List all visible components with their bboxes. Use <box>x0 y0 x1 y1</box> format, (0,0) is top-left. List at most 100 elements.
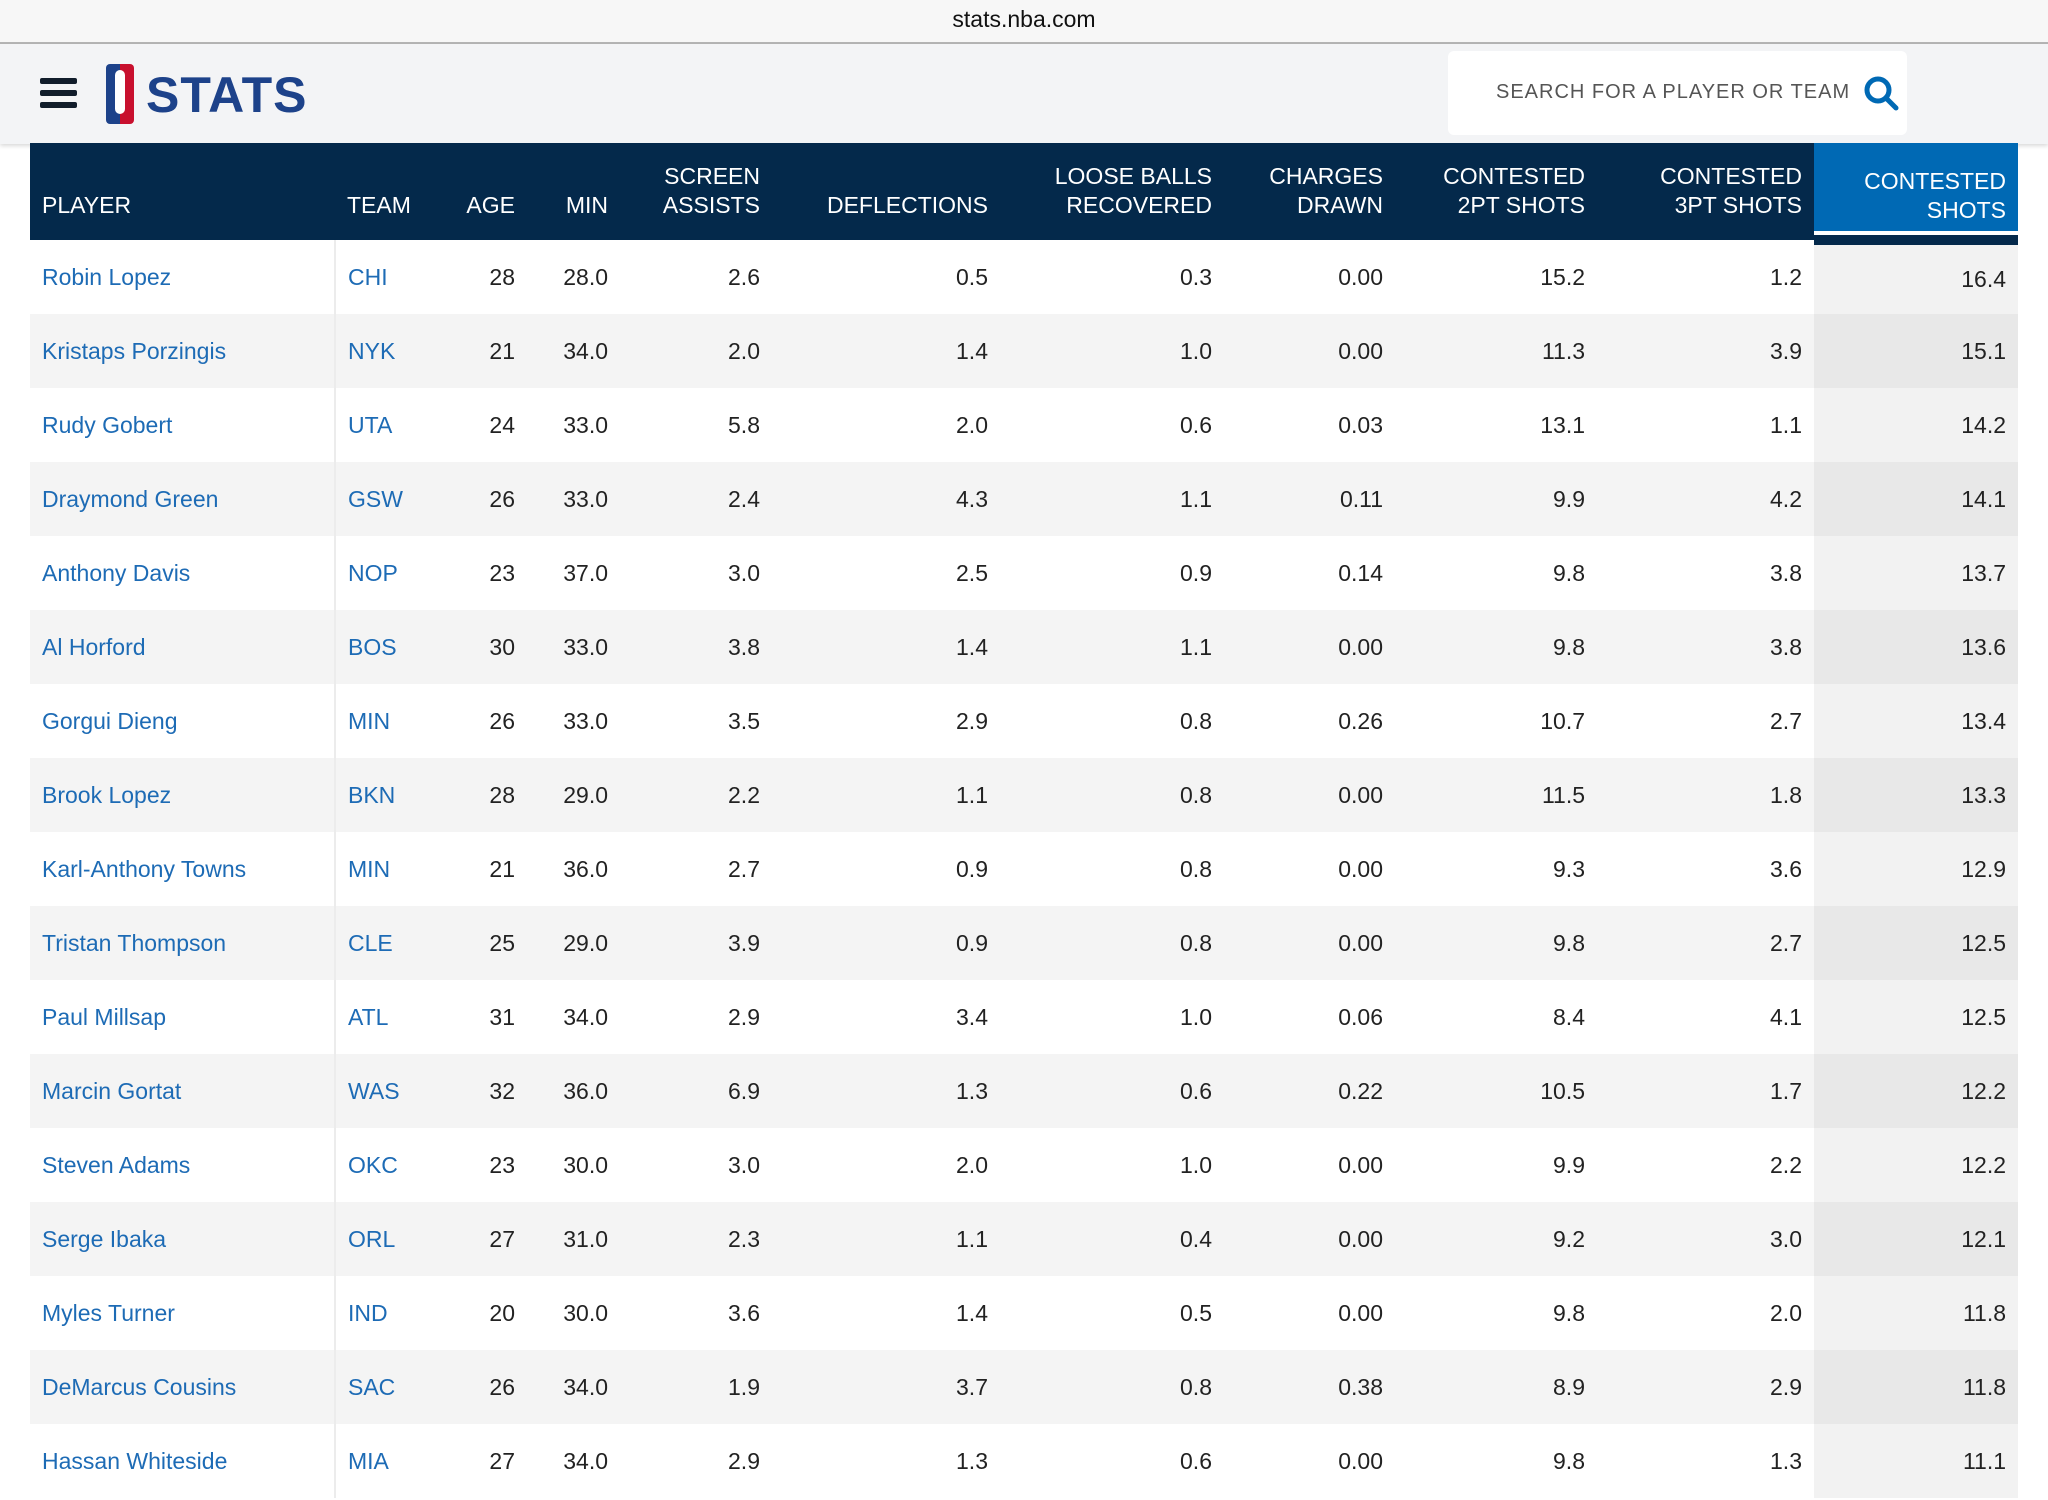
cell-deflections: 1.4 <box>956 1299 988 1326</box>
cell-deflections: 0.5 <box>956 263 988 290</box>
cell-age: 31 <box>489 1003 515 1030</box>
player-link[interactable]: Myles Turner <box>30 1276 336 1350</box>
cell-contested-shots: 12.2 <box>1814 1128 2018 1202</box>
url-text: stats.nba.com <box>952 6 1096 32</box>
column-header-charges-drawn[interactable]: CHARGES DRAWN <box>1224 143 1395 240</box>
cell-loose-balls-recovered: 1.1 <box>1000 462 1224 536</box>
cell-age: 30 <box>435 610 527 684</box>
player-link[interactable]: Hassan Whiteside <box>30 1424 336 1498</box>
cell-contested-2pt-shots: 9.8 <box>1395 610 1597 684</box>
nba-logo-icon[interactable] <box>106 64 134 124</box>
column-header-team[interactable]: TEAM <box>335 143 435 240</box>
team-link[interactable]: NYK <box>335 314 435 388</box>
column-header-player[interactable]: PLAYER <box>30 143 335 240</box>
team-link[interactable]: WAS <box>335 1054 435 1128</box>
team-link[interactable]: UTA <box>348 411 393 438</box>
column-header-contested-2pt-shots[interactable]: CONTESTED 2PT SHOTS <box>1395 143 1597 240</box>
player-link[interactable]: Karl-Anthony Towns <box>30 832 336 906</box>
table-row: Tristan Thompson CLE 25 29.0 3.9 0.9 0.8 0.00 9.… <box>30 906 2018 980</box>
team-link[interactable]: OKC <box>348 1151 398 1178</box>
cell-deflections: 1.4 <box>772 314 1000 388</box>
player-link[interactable]: Rudy Gobert <box>30 388 336 462</box>
cell-loose-balls-recovered: 0.8 <box>1000 906 1224 980</box>
cell-deflections: 1.1 <box>772 1202 1000 1276</box>
column-header-contested-shots[interactable]: CONTESTED SHOTS <box>1814 143 2018 245</box>
cell-loose-balls-recovered: 1.0 <box>1180 1003 1212 1030</box>
player-link[interactable]: Steven Adams <box>30 1128 336 1202</box>
cell-min: 30.0 <box>563 1299 608 1326</box>
team-link[interactable]: SAC <box>335 1350 435 1424</box>
player-link[interactable]: Robin Lopez <box>30 240 336 314</box>
cell-screen-assists: 2.6 <box>728 263 760 290</box>
cell-contested-3pt-shots: 2.0 <box>1770 1299 1802 1326</box>
team-link[interactable]: GSW <box>335 462 435 536</box>
team-link[interactable]: ORL <box>335 1202 435 1276</box>
cell-age: 20 <box>489 1299 515 1326</box>
cell-screen-assists: 3.5 <box>728 707 760 734</box>
cell-deflections: 1.1 <box>772 758 1000 832</box>
player-link[interactable]: Tristan Thompson <box>30 906 336 980</box>
cell-contested-shots: 13.6 <box>1814 610 2018 684</box>
player-link[interactable]: Gorgui Dieng <box>30 684 336 758</box>
cell-contested-2pt-shots: 8.9 <box>1395 1350 1597 1424</box>
table-row: Karl-Anthony Towns MIN 21 36.0 2.7 0.9 0.8 0.00… <box>30 832 2018 906</box>
player-link[interactable]: Draymond Green <box>30 462 336 536</box>
team-link[interactable]: CHI <box>348 263 388 290</box>
cell-contested-3pt-shots: 2.7 <box>1770 707 1802 734</box>
cell-age: 23 <box>489 559 515 586</box>
search-icon[interactable] <box>1863 75 1899 111</box>
player-link[interactable]: Brook Lopez <box>30 758 336 832</box>
column-header-contested-3pt-shots[interactable]: CONTESTED 3PT SHOTS <box>1597 143 1814 240</box>
team-link[interactable]: MIN <box>348 855 391 882</box>
team-link[interactable]: BKN <box>335 758 435 832</box>
team-link[interactable]: BOS <box>335 610 435 684</box>
search-input[interactable]: SEARCH FOR A PLAYER OR TEAM <box>1448 51 1907 135</box>
column-header-age[interactable]: AGE <box>435 143 527 240</box>
column-header-min[interactable]: MIN <box>527 143 620 240</box>
cell-min: 33.0 <box>563 707 608 734</box>
cell-min: 29.0 <box>527 758 620 832</box>
table-row: Marcin Gortat WAS 32 36.0 6.9 1.3 0.6 0.22 10.5 1… <box>30 1054 2018 1128</box>
cell-contested-2pt-shots: 11.3 <box>1395 314 1597 388</box>
stats-brand[interactable]: STATS <box>146 67 308 123</box>
cell-deflections: 2.9 <box>956 707 988 734</box>
browser-url-bar[interactable]: stats.nba.com <box>0 0 2048 44</box>
table-row: DeMarcus Cousins SAC 26 34.0 1.9 3.7 0.8 0.38 8.… <box>30 1350 2018 1424</box>
hamburger-menu-icon[interactable] <box>40 78 77 108</box>
cell-deflections: 3.4 <box>956 1003 988 1030</box>
table-row: Anthony Davis NOP 23 37.0 3.0 2.5 0.9 0.14 9.8 3.… <box>30 536 2018 610</box>
cell-screen-assists: 3.8 <box>620 610 772 684</box>
team-link[interactable]: CLE <box>335 906 435 980</box>
column-header-loose-balls-recovered[interactable]: LOOSE BALLS RECOVERED <box>1000 143 1224 240</box>
team-link[interactable]: MIN <box>348 707 391 734</box>
cell-age: 26 <box>435 1350 527 1424</box>
table-row: Paul Millsap ATL 31 34.0 2.9 3.4 1.0 0.06 8.4 4.1… <box>30 980 2018 1054</box>
cell-min: 31.0 <box>527 1202 620 1276</box>
player-link[interactable]: Marcin Gortat <box>30 1054 336 1128</box>
cell-deflections: 2.0 <box>956 1151 988 1178</box>
cell-loose-balls-recovered: 0.6 <box>1180 411 1212 438</box>
cell-contested-2pt-shots: 9.9 <box>1395 462 1597 536</box>
player-link[interactable]: Kristaps Porzingis <box>30 314 336 388</box>
column-header-deflections[interactable]: DEFLECTIONS <box>772 143 1000 240</box>
team-link[interactable]: NOP <box>348 559 398 586</box>
cell-loose-balls-recovered: 0.8 <box>1000 1350 1224 1424</box>
team-link[interactable]: ATL <box>348 1003 389 1030</box>
cell-charges-drawn: 0.11 <box>1224 462 1395 536</box>
player-link[interactable]: DeMarcus Cousins <box>30 1350 336 1424</box>
cell-contested-3pt-shots: 3.8 <box>1597 610 1814 684</box>
team-link[interactable]: MIA <box>348 1447 389 1474</box>
cell-deflections: 0.9 <box>772 906 1000 980</box>
player-link[interactable]: Anthony Davis <box>30 536 336 610</box>
cell-contested-shots: 14.1 <box>1814 462 2018 536</box>
column-header-screen-assists[interactable]: SCREEN ASSISTS <box>620 143 772 240</box>
cell-contested-2pt-shots: 9.2 <box>1395 1202 1597 1276</box>
player-link[interactable]: Paul Millsap <box>30 980 336 1054</box>
player-link[interactable]: Serge Ibaka <box>30 1202 336 1276</box>
cell-contested-2pt-shots: 9.9 <box>1553 1151 1585 1178</box>
team-link[interactable]: IND <box>348 1299 388 1326</box>
cell-screen-assists: 2.0 <box>620 314 772 388</box>
cell-contested-2pt-shots: 11.5 <box>1395 758 1597 832</box>
player-link[interactable]: Al Horford <box>30 610 336 684</box>
cell-contested-3pt-shots: 1.8 <box>1597 758 1814 832</box>
